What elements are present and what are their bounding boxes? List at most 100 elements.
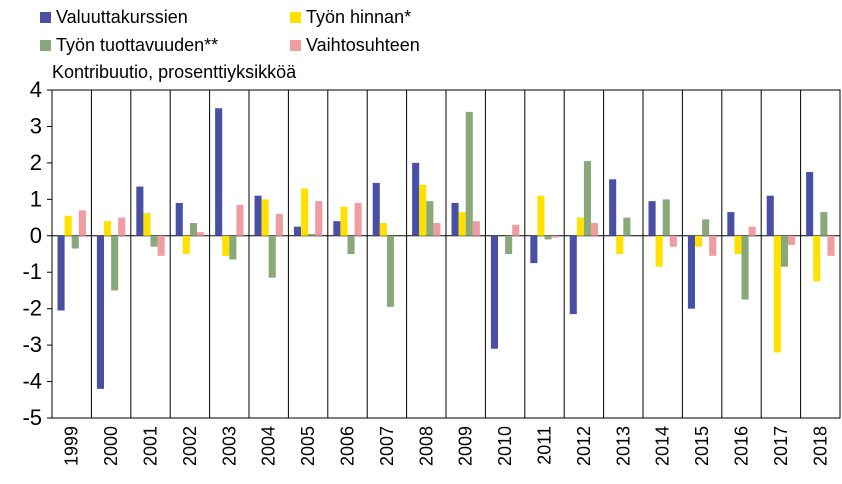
- bar: [419, 184, 427, 236]
- bar: [268, 235, 276, 278]
- bar: [308, 233, 316, 236]
- x-tick-label: 2001: [141, 426, 161, 466]
- x-tick-label: 2008: [416, 426, 436, 466]
- bar: [695, 235, 703, 247]
- bar: [623, 217, 631, 236]
- x-tick-label: 2018: [810, 426, 830, 466]
- bar: [741, 235, 749, 300]
- bar: [787, 235, 796, 245]
- x-tick-label: 2003: [219, 426, 239, 466]
- bar: [806, 172, 814, 236]
- bar: [616, 235, 624, 254]
- bar: [727, 212, 735, 236]
- bar: [333, 221, 341, 236]
- x-tick-label: 2016: [732, 426, 752, 466]
- y-tick-label: -5: [22, 405, 42, 430]
- y-tick-label: 0: [30, 223, 42, 248]
- bar: [104, 221, 112, 236]
- bar: [215, 108, 223, 236]
- x-tick-label: 2007: [377, 426, 397, 466]
- y-tick-label: 1: [30, 186, 42, 211]
- x-tick-label: 2011: [535, 426, 555, 465]
- bar: [702, 219, 710, 236]
- bar: [150, 235, 158, 247]
- bar: [182, 235, 190, 254]
- bar: [590, 223, 599, 236]
- y-tick-label: -4: [22, 369, 42, 394]
- x-tick-label: 2002: [180, 426, 200, 466]
- bar: [827, 235, 835, 256]
- y-tick-label: -2: [22, 296, 42, 321]
- y-tick-label: 3: [30, 113, 42, 138]
- bar: [655, 235, 663, 267]
- legend-label: Valuuttakurssien: [56, 7, 188, 27]
- bar: [379, 223, 387, 236]
- legend-label: Vaihtosuhteen: [306, 35, 420, 55]
- bar: [347, 235, 355, 254]
- bar: [354, 202, 362, 236]
- bar: [512, 224, 520, 236]
- bar: [293, 226, 302, 236]
- y-tick-label: 2: [30, 150, 42, 175]
- bar: [426, 201, 434, 236]
- bar: [64, 215, 72, 236]
- bar: [820, 212, 828, 236]
- y-tick-label: 4: [30, 77, 42, 102]
- bar: [222, 235, 230, 256]
- bar: [118, 217, 126, 236]
- bar: [766, 195, 774, 236]
- bar: [530, 235, 538, 264]
- bar: [662, 199, 670, 236]
- x-tick-label: 2004: [259, 426, 279, 466]
- bar: [465, 111, 473, 236]
- x-tick-label: 1999: [62, 426, 82, 466]
- bar: [780, 235, 788, 267]
- bar: [111, 235, 119, 291]
- bar: [583, 161, 591, 236]
- bar: [340, 206, 348, 236]
- bar: [813, 235, 821, 282]
- x-tick-label: 2017: [771, 426, 791, 466]
- legend-label: Työn tuottavuuden**: [56, 35, 218, 55]
- x-tick-label: 2006: [338, 426, 358, 466]
- bar: [143, 213, 151, 236]
- legend-label: Työn hinnan*: [306, 7, 411, 27]
- bar: [544, 235, 552, 240]
- legend-swatch: [40, 40, 51, 51]
- bar: [254, 195, 262, 236]
- bar: [229, 235, 237, 260]
- y-axis-label: Kontribuutio, prosenttiyksikköä: [52, 62, 297, 82]
- x-tick-label: 2015: [692, 426, 712, 466]
- bar: [576, 217, 584, 236]
- bar: [236, 204, 244, 236]
- x-tick-label: 2005: [298, 426, 318, 466]
- bar: [196, 232, 205, 236]
- bar: [687, 235, 696, 309]
- bar: [537, 195, 545, 236]
- y-tick-label: -1: [22, 259, 42, 284]
- bar: [275, 213, 283, 236]
- bar: [648, 201, 656, 236]
- bar: [472, 221, 480, 236]
- bar: [372, 182, 380, 236]
- x-tick-label: 2000: [101, 426, 121, 466]
- x-tick-label: 2014: [653, 426, 673, 466]
- bar: [157, 235, 165, 256]
- bar: [71, 235, 79, 249]
- bar: [773, 235, 781, 353]
- legend-swatch: [40, 12, 51, 23]
- bar: [433, 223, 441, 236]
- bar: [175, 202, 183, 236]
- bar: [96, 235, 105, 389]
- bar: [505, 235, 513, 254]
- x-tick-label: 2009: [456, 426, 476, 466]
- bar: [734, 235, 742, 254]
- bar: [669, 235, 677, 247]
- bar: [386, 235, 394, 307]
- x-tick-label: 2013: [613, 426, 633, 466]
- bar: [57, 235, 65, 311]
- bar: [569, 235, 577, 315]
- x-tick-label: 2012: [574, 426, 594, 466]
- bar: [412, 162, 420, 236]
